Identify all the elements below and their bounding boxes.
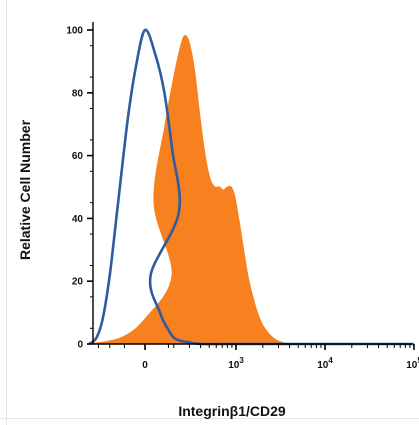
frame-left-border: [6, 0, 7, 425]
isotype-histogram-line: [88, 28, 414, 346]
y-axis-title: Relative Cell Number: [17, 119, 33, 260]
x-tick-label: 0: [142, 360, 148, 371]
y-tick-label: 40: [72, 214, 84, 225]
x-tick-label: 105: [406, 356, 419, 371]
x-tick-label: 103: [228, 356, 244, 371]
y-tick-label: 100: [66, 26, 83, 37]
frame-bottom-border: [0, 418, 419, 419]
y-tick-label: 0: [77, 340, 83, 351]
y-tick-label: 80: [72, 88, 84, 99]
x-axis-title: Integrinβ1/CD29: [178, 403, 286, 419]
plot-marks: [88, 28, 414, 346]
x-tick-label: 104: [317, 356, 333, 371]
y-tick-label: 20: [72, 277, 84, 288]
y-tick-label: 60: [72, 151, 84, 162]
stained-histogram-area: [89, 34, 290, 345]
